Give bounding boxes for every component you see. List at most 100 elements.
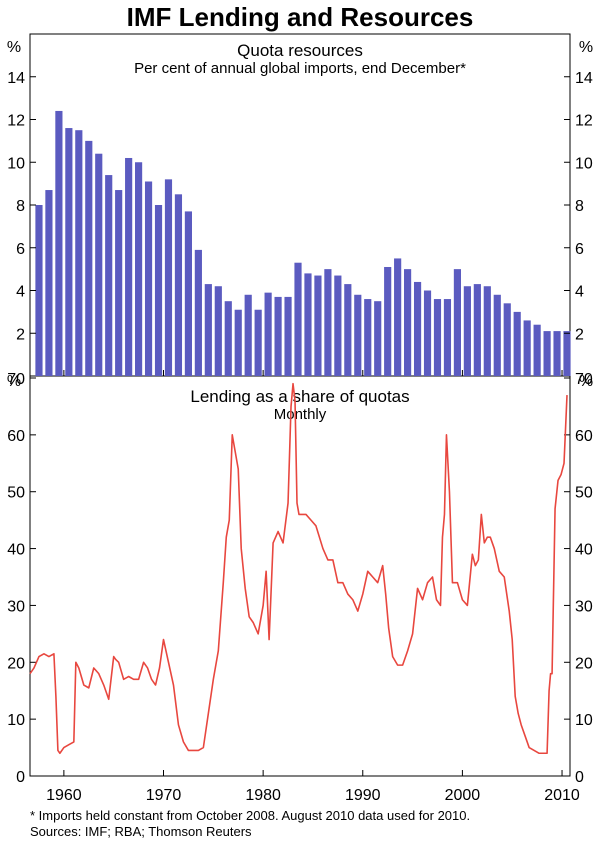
bar-1995 xyxy=(413,281,422,376)
bottom-tick-label-left: 40 xyxy=(7,542,25,559)
bar-1965 xyxy=(115,190,123,376)
top-tick-label-left: 6 xyxy=(16,241,25,258)
top-y-ticks: 2 2 4 4 6 6 8 8 10 10 12 12 14 14 xyxy=(7,70,593,344)
bar-1959 xyxy=(55,110,63,376)
x-tick-label: 1960 xyxy=(46,787,82,804)
bottom-tick-label-left: 0 xyxy=(16,769,25,786)
top-tick-label-left: 12 xyxy=(7,113,25,130)
x-tick-label: 2010 xyxy=(544,787,580,804)
bar-1979 xyxy=(254,309,262,376)
bottom-tick-label-right: 50 xyxy=(575,485,593,502)
bottom-panel-subtitle: Monthly xyxy=(274,406,327,423)
bar-2001 xyxy=(473,284,481,376)
bar-1960 xyxy=(65,128,73,376)
bar-1996 xyxy=(423,290,432,376)
top-tick-label-right: 14 xyxy=(575,70,593,87)
bottom-unit-left: % xyxy=(7,373,21,390)
bottom-tick-label-right: 70 xyxy=(575,371,593,388)
top-tick-label-right: 2 xyxy=(575,326,584,343)
bottom-tick-label-left: 30 xyxy=(7,598,25,615)
bar-1978 xyxy=(244,294,252,376)
bar-2005 xyxy=(513,311,521,377)
x-tick-label: 1980 xyxy=(245,787,281,804)
bottom-tick-label-right: 40 xyxy=(575,542,593,559)
top-tick-label-right: 12 xyxy=(575,113,593,130)
bar-2000 xyxy=(463,286,471,376)
bar-2010 xyxy=(563,331,571,376)
top-tick-label-right: 8 xyxy=(575,198,584,215)
bar-1980 xyxy=(264,292,272,376)
bar-1994 xyxy=(404,269,412,377)
bar-1962 xyxy=(85,140,93,377)
bar-1973 xyxy=(194,249,202,376)
bar-1969 xyxy=(154,205,163,376)
top-panel-title: Quota resources xyxy=(237,41,363,60)
x-tick-label: 1970 xyxy=(146,787,182,804)
bottom-tick-label-right: 0 xyxy=(575,769,584,786)
bar-1985 xyxy=(314,275,322,376)
bottom-unit-right: % xyxy=(579,373,593,390)
chart-title: IMF Lending and Resources xyxy=(126,2,474,32)
bar-1975 xyxy=(214,286,222,376)
bar-1970 xyxy=(164,179,173,376)
bottom-tick-label-right: 20 xyxy=(575,655,593,672)
lending-series-line xyxy=(29,382,568,755)
bar-2002 xyxy=(483,286,491,376)
footnote-sources: Sources: IMF; RBA; Thomson Reuters xyxy=(30,824,252,839)
bar-1964 xyxy=(105,175,113,376)
top-tick-label-right: 4 xyxy=(575,284,584,301)
bar-1976 xyxy=(224,301,232,376)
bar-2006 xyxy=(523,320,531,376)
bar-1993 xyxy=(394,258,402,376)
bar-1991 xyxy=(374,301,382,376)
top-unit-right: % xyxy=(579,39,593,56)
bottom-tick-label-left: 10 xyxy=(7,712,25,729)
top-unit-left: % xyxy=(7,39,21,56)
top-tick-label-left: 10 xyxy=(7,155,25,172)
bottom-tick-label-right: 10 xyxy=(575,712,593,729)
bar-1982 xyxy=(284,296,292,376)
top-tick-label-right: 6 xyxy=(575,241,584,258)
bottom-tick-label-left: 20 xyxy=(7,655,25,672)
bar-1999 xyxy=(453,269,461,377)
bottom-tick-label-left: 70 xyxy=(7,371,25,388)
top-tick-label-left: 14 xyxy=(7,70,25,87)
bar-1971 xyxy=(174,194,183,376)
bottom-tick-label-left: 60 xyxy=(7,428,25,445)
chart-frame xyxy=(29,33,571,777)
bar-1957 xyxy=(35,205,43,376)
bottom-y-ticks: 0 0 10 10 20 20 30 30 40 40 50 50 60 60 70 70 xyxy=(7,371,593,786)
bar-1984 xyxy=(304,273,312,376)
bar-1988 xyxy=(344,284,352,376)
top-tick-label-right: 10 xyxy=(575,155,593,172)
quota-bars xyxy=(35,110,571,377)
bar-1963 xyxy=(95,153,103,376)
bar-1983 xyxy=(294,262,302,376)
bar-1998 xyxy=(443,299,452,376)
footnote-imports: * Imports held constant from October 200… xyxy=(30,808,471,823)
x-tick-label: 2000 xyxy=(445,787,481,804)
bar-1981 xyxy=(274,296,282,376)
bar-1961 xyxy=(75,130,83,376)
bottom-tick-label-left: 50 xyxy=(7,485,25,502)
bar-1986 xyxy=(324,269,332,377)
bar-1966 xyxy=(125,157,133,376)
bar-1990 xyxy=(364,299,372,376)
bar-1989 xyxy=(354,294,362,376)
top-tick-label-left: 4 xyxy=(16,284,25,301)
bottom-tick-label-right: 60 xyxy=(575,428,593,445)
bar-1992 xyxy=(384,266,392,376)
bar-1972 xyxy=(184,211,192,376)
bar-1977 xyxy=(234,309,242,376)
bar-1974 xyxy=(204,284,212,376)
bar-2008 xyxy=(543,331,551,376)
x-axis-ticks: 1960 1970 1980 1990 2000 2010 xyxy=(46,370,580,804)
bar-2007 xyxy=(533,324,541,376)
bar-2004 xyxy=(503,303,511,376)
bar-2009 xyxy=(553,331,561,376)
bottom-tick-label-right: 30 xyxy=(575,598,593,615)
bar-1968 xyxy=(144,181,153,376)
top-panel-subtitle: Per cent of annual global imports, end D… xyxy=(134,60,466,77)
top-tick-label-left: 8 xyxy=(16,198,25,215)
